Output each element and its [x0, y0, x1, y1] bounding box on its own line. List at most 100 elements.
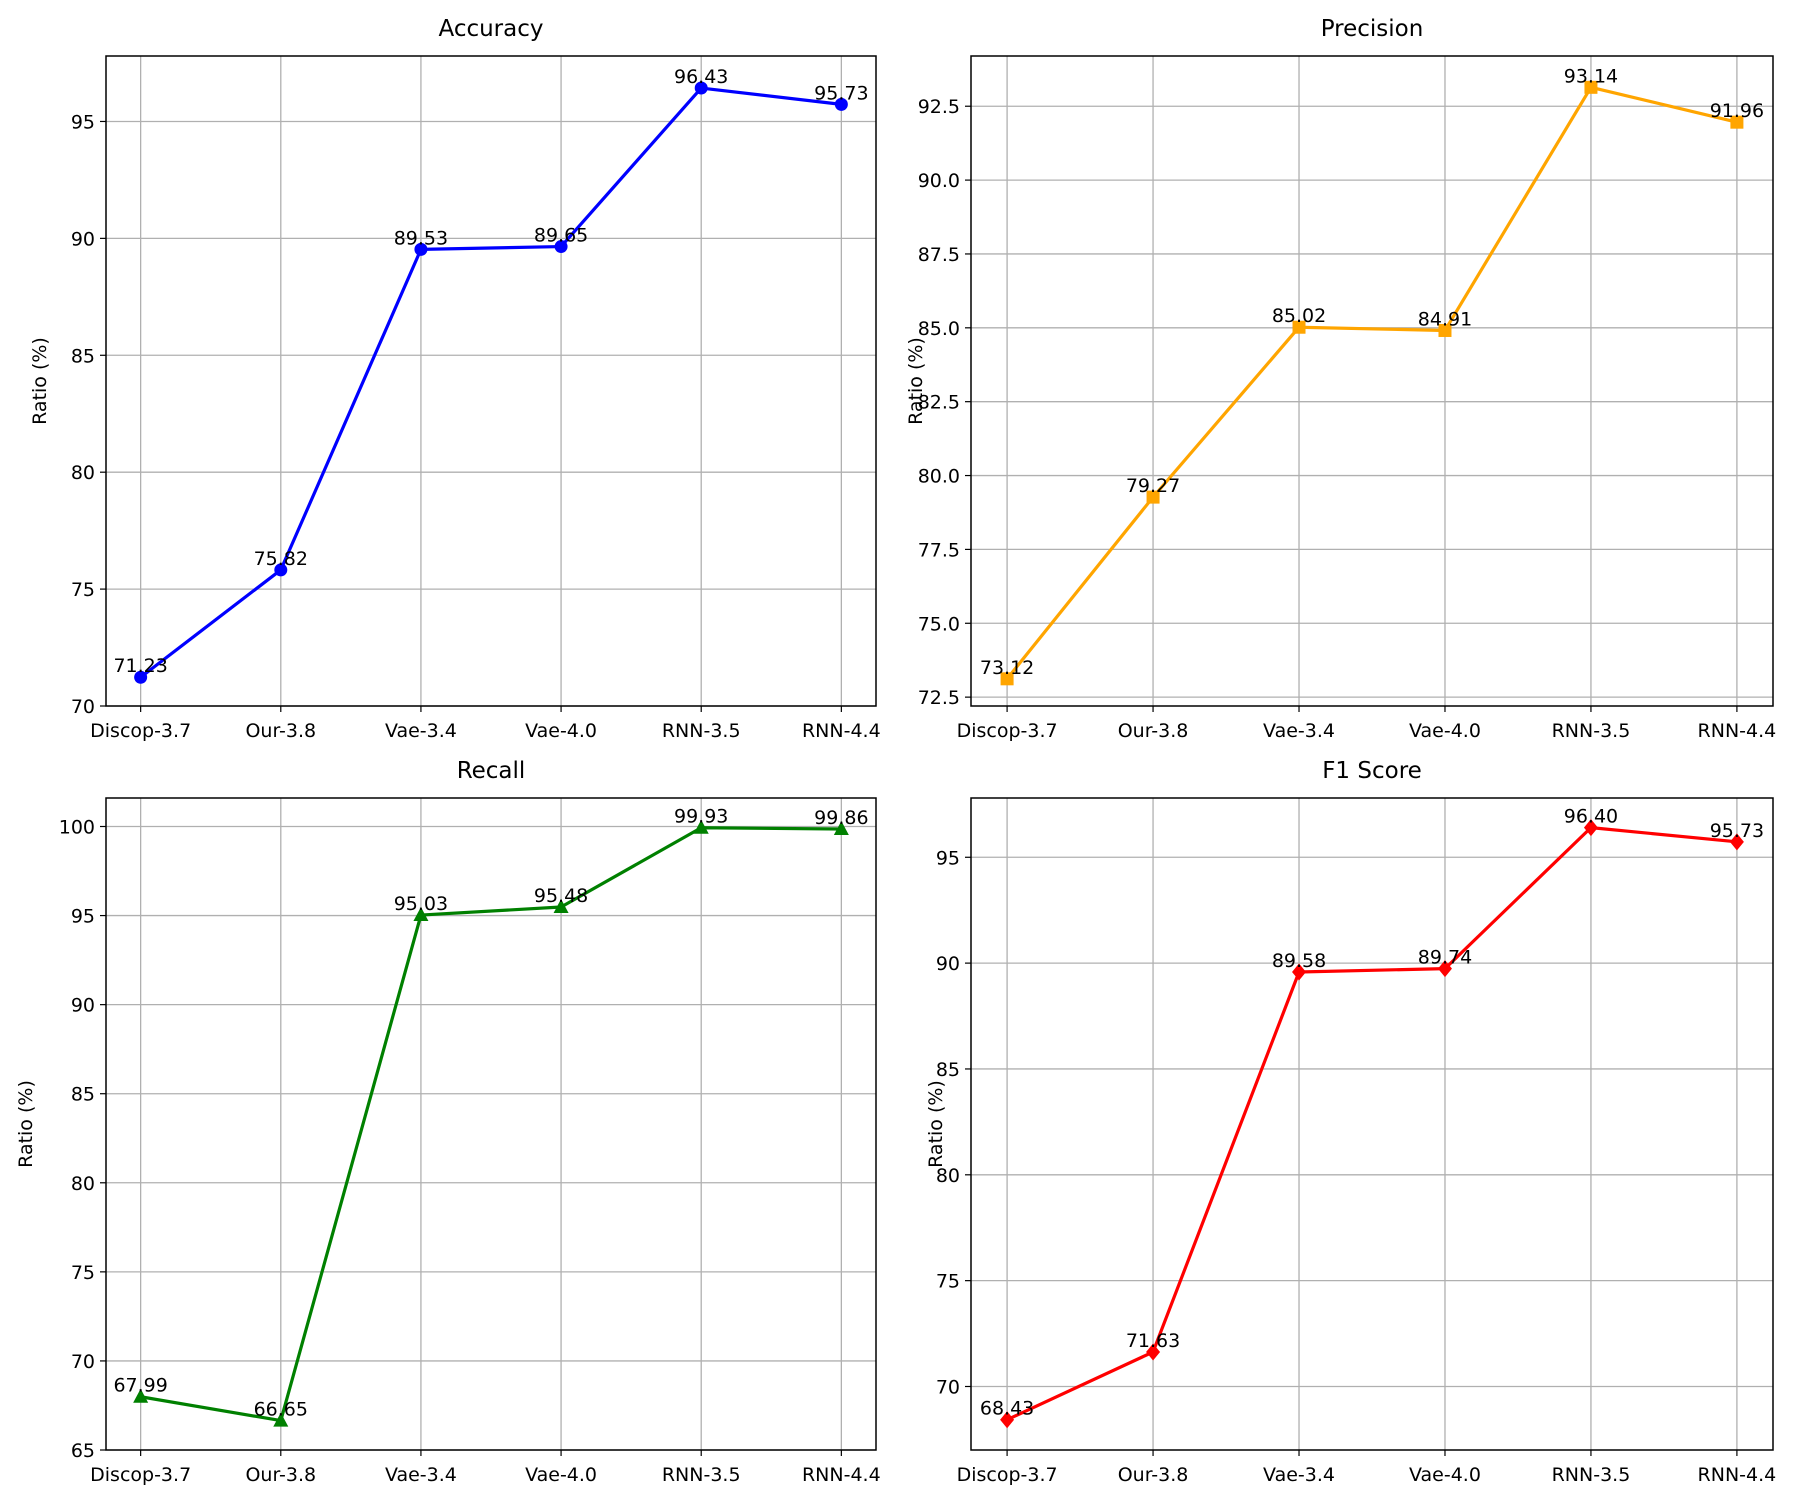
series-line [1006, 826, 1738, 1422]
y-tick-label: 70 [71, 696, 95, 718]
y-tick-label: 70 [71, 1351, 95, 1373]
data-label: 99.86 [814, 807, 868, 829]
y-tick-label: 100 [59, 817, 95, 839]
data-point [554, 240, 568, 254]
x-tick-label: Vae-4.0 [525, 720, 597, 742]
y-tick-label: 75 [71, 1262, 95, 1284]
chart-title: Recall [457, 758, 526, 784]
plot-frame [105, 55, 877, 707]
plot-frame [970, 797, 1774, 1451]
chart-title: F1 Score [1322, 758, 1422, 784]
data-point [694, 81, 708, 95]
data-label: 89.53 [394, 227, 448, 249]
y-tick-label: 75 [936, 1271, 960, 1293]
chart-panel-3: Recall Ratio (%) 65 70 75 80 85 90 95 100 Discop-3… [15, 758, 881, 1486]
x-tick-label: Vae-3.4 [1263, 1464, 1335, 1486]
y-tick-label: 85 [936, 1059, 960, 1081]
y-tick-label: 65 [71, 1440, 95, 1462]
data-point [1437, 960, 1452, 978]
y-tick-label: 75 [71, 579, 95, 601]
y-tick-label: 85.0 [918, 318, 960, 340]
data-point [1583, 819, 1598, 837]
grid [971, 56, 1773, 706]
chart-panel-4: F1 Score Ratio (%) 70 75 80 85 90 95 Discop-3.7 O… [925, 758, 1776, 1486]
data-point [414, 242, 428, 256]
data-label: 73.12 [980, 657, 1034, 679]
x-tick-label: Our-3.8 [245, 1464, 316, 1486]
y-tick-label: 85 [71, 345, 95, 367]
data-point [1146, 490, 1160, 504]
x-tick-label: RNN-3.5 [1552, 720, 1631, 742]
data-point [273, 1412, 289, 1427]
data-point [1292, 320, 1306, 334]
series-line [1005, 85, 1738, 680]
y-tick-label: 80.0 [918, 466, 960, 488]
data-label: 89.58 [1272, 950, 1326, 972]
chart-panel-2: Precision Ratio (%) 72.5 75.0 77.5 80.0 82.5 85… [905, 16, 1776, 742]
data-point [1000, 672, 1014, 686]
data-point [1438, 323, 1452, 337]
data-label: 96.40 [1564, 806, 1618, 828]
x-tick-label: RNN-4.4 [802, 720, 881, 742]
data-label: 84.91 [1418, 308, 1472, 330]
y-tick-label: 90 [71, 228, 95, 250]
data-label: 71.23 [113, 655, 167, 677]
y-tick-label: 77.5 [918, 539, 960, 561]
data-label: 95.03 [394, 893, 448, 915]
y-tick-label: 92.5 [918, 96, 960, 118]
x-tick-label: RNN-4.4 [1698, 1464, 1777, 1486]
y-tick-label: 72.5 [918, 687, 960, 709]
data-point [1292, 963, 1307, 981]
chart-title: Accuracy [438, 16, 543, 42]
data-label: 99.93 [674, 806, 728, 828]
y-tick-label: 87.5 [918, 244, 960, 266]
y-tick-label: 95 [71, 111, 95, 133]
x-tick-label: Our-3.8 [1118, 720, 1189, 742]
data-point [413, 907, 429, 922]
y-tick-label: 90.0 [918, 170, 960, 192]
chart-title: Precision [1321, 16, 1424, 42]
x-tick-label: Vae-3.4 [385, 1464, 457, 1486]
data-label: 93.14 [1564, 65, 1618, 87]
x-tick-label: RNN-3.5 [1552, 1464, 1631, 1486]
y-tick-label: 70 [936, 1376, 960, 1398]
plot-frame [105, 797, 877, 1451]
data-label: 79.27 [1126, 475, 1180, 497]
data-label: 89.65 [534, 225, 588, 247]
y-axis-label: Ratio (%) [905, 337, 927, 425]
x-tick-label: Vae-4.0 [1409, 720, 1481, 742]
data-label: 75.82 [254, 548, 308, 570]
data-point [693, 819, 709, 834]
y-tick-label: 82.5 [918, 392, 960, 414]
x-tick-label: RNN-3.5 [662, 720, 741, 742]
series-line [140, 826, 842, 1423]
x-tick-label: Discop-3.7 [957, 1464, 1058, 1486]
data-label: 91.96 [1710, 100, 1764, 122]
data-point [1146, 1343, 1161, 1361]
y-tick-label: 75.0 [918, 613, 960, 635]
y-tick-label: 80 [936, 1165, 960, 1187]
x-tick-label: Our-3.8 [245, 720, 316, 742]
y-tick-label: 90 [71, 995, 95, 1017]
data-point [274, 563, 288, 577]
data-point [833, 820, 849, 835]
plot-frame [970, 55, 1774, 707]
y-tick-label: 95 [936, 847, 960, 869]
x-tick-label: RNN-3.5 [662, 1464, 741, 1486]
data-point [553, 899, 569, 914]
data-label: 66.65 [254, 1399, 308, 1421]
data-label: 89.74 [1418, 947, 1472, 969]
x-tick-label: RNN-4.4 [802, 1464, 881, 1486]
y-axis-label: Ratio (%) [15, 1080, 37, 1168]
x-tick-label: Discop-3.7 [90, 1464, 191, 1486]
y-tick-label: 95 [71, 906, 95, 928]
y-axis-label: Ratio (%) [29, 337, 51, 425]
data-label: 71.63 [1126, 1330, 1180, 1352]
data-point [133, 1388, 149, 1403]
x-tick-label: Vae-4.0 [525, 1464, 597, 1486]
data-label: 95.73 [814, 82, 868, 104]
y-tick-label: 80 [71, 462, 95, 484]
data-point [1584, 80, 1598, 94]
